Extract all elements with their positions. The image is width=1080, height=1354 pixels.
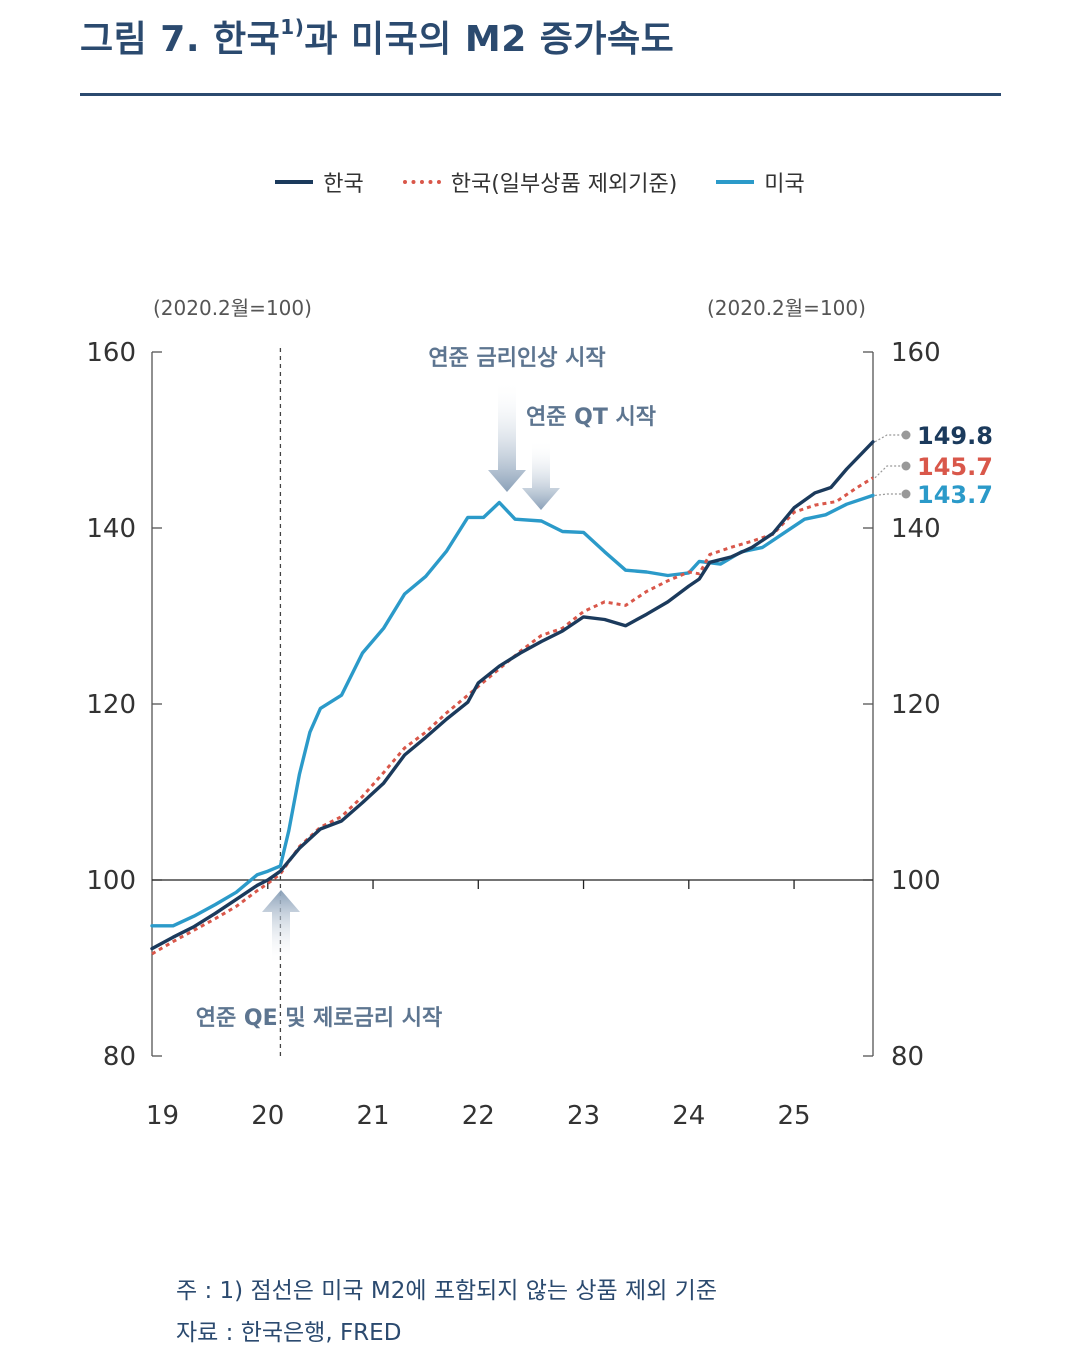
chart-notes: 주 : 1) 점선은 미국 M2에 포함되지 않는 상품 제외 기준 자료 : … xyxy=(176,1270,717,1354)
x-tick-label: 19 xyxy=(146,1101,179,1131)
y-tick-label-right: 160 xyxy=(891,338,941,368)
x-tick-label: 20 xyxy=(251,1101,284,1131)
qe-arrow xyxy=(262,890,300,965)
end-label-dot xyxy=(901,430,911,440)
qt-arrow xyxy=(522,440,560,510)
title-divider xyxy=(80,93,1001,96)
y-tick-label-right: 80 xyxy=(891,1042,924,1072)
y-tick-label-left: 120 xyxy=(86,690,136,720)
end-label-dot xyxy=(901,489,911,499)
y-tick-label-right: 100 xyxy=(891,866,941,896)
chart-legend: 한국 한국(일부상품 제외기준) 미국 xyxy=(0,165,1080,198)
x-tick-label: 24 xyxy=(672,1101,705,1131)
end-value-label: 149.8 xyxy=(917,422,993,450)
annotation-rate-hike: 연준 금리인상 시작 xyxy=(428,346,605,371)
end-label-leader xyxy=(874,465,904,479)
annotation-qt: 연준 QT 시작 xyxy=(526,405,656,430)
m2-line-chart: 80 80 100 100 120 120 140 140 160 160 19 20 21 22 23 24… xyxy=(86,338,993,1131)
left-axis-unit: (2020.2월=100) xyxy=(153,296,312,320)
legend-item-korea: 한국 xyxy=(275,166,364,198)
legend-item-us: 미국 xyxy=(716,166,805,198)
rate-hike-arrow xyxy=(488,380,526,492)
figure-title: 그림 7. 한국1)과 미국의 M2 증가속도 xyxy=(80,15,675,60)
end-label-dot xyxy=(901,461,911,471)
legend-item-korea-adjusted: 한국(일부상품 제외기준) xyxy=(402,166,677,198)
y-tick-label-left: 80 xyxy=(103,1042,136,1072)
footnote: 주 : 1) 점선은 미국 M2에 포함되지 않는 상품 제외 기준 xyxy=(176,1278,717,1304)
y-tick-label-left: 140 xyxy=(86,514,136,544)
y-tick-label-right: 120 xyxy=(891,690,941,720)
right-axis-unit: (2020.2월=100) xyxy=(707,296,866,320)
end-value-label: 145.7 xyxy=(917,453,993,481)
source-note: 자료 : 한국은행, FRED xyxy=(176,1320,402,1346)
annotation-qe: 연준 QE 및 제로금리 시작 xyxy=(196,1006,443,1031)
series-line-2 xyxy=(150,493,875,928)
y-tick-label-right: 140 xyxy=(891,514,941,544)
series-line-0 xyxy=(150,440,875,951)
end-label-leader xyxy=(874,493,904,497)
end-label-leader xyxy=(874,434,904,443)
x-tick-label: 22 xyxy=(462,1101,495,1131)
x-tick-label: 21 xyxy=(356,1101,389,1131)
y-tick-label-left: 100 xyxy=(86,866,136,896)
x-tick-label: 23 xyxy=(567,1101,600,1131)
end-value-label: 143.7 xyxy=(917,481,993,509)
x-tick-label: 25 xyxy=(778,1101,811,1131)
y-tick-label-left: 160 xyxy=(86,338,136,368)
